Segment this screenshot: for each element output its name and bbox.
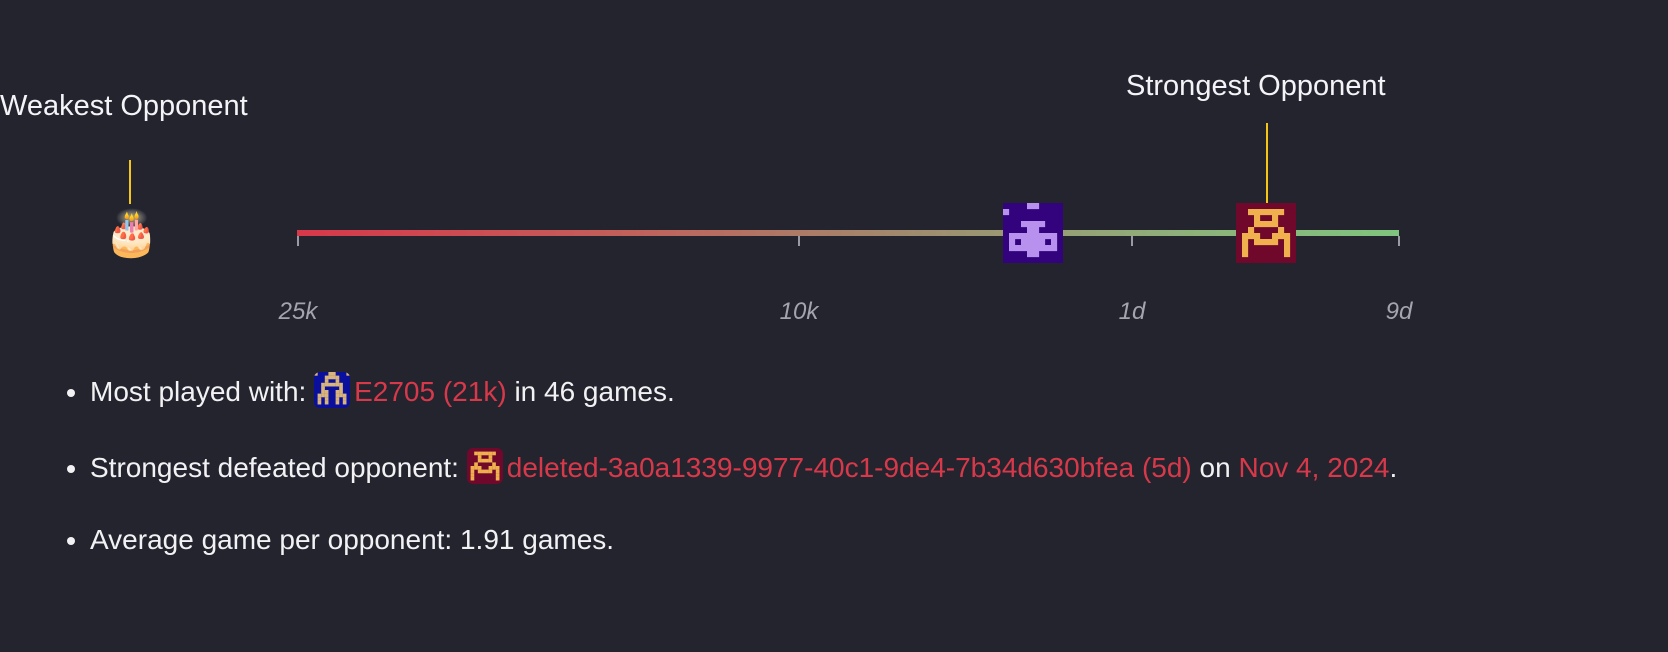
strongest-opponent-label: Strongest Opponent bbox=[1126, 70, 1386, 102]
tick-label: 10k bbox=[779, 298, 819, 325]
tick-25k bbox=[297, 236, 299, 246]
tick-9d bbox=[1398, 236, 1400, 246]
opponent-stats-list: Most played with: E2705 (21k) in 46 game… bbox=[62, 372, 1397, 596]
strongest-marker-line bbox=[1266, 123, 1268, 204]
weakest-marker-line bbox=[129, 160, 131, 204]
game-date-link[interactable]: Nov 4, 2024 bbox=[1238, 452, 1390, 483]
rank-axis bbox=[297, 230, 1399, 236]
birthday-cake-icon[interactable]: 🎂 bbox=[104, 209, 159, 258]
tick-10k bbox=[798, 236, 800, 246]
most-played-item: Most played with: E2705 (21k) in 46 game… bbox=[90, 372, 1397, 408]
most-played-suffix: in 46 games. bbox=[514, 376, 675, 407]
tick-label: 25k bbox=[278, 298, 318, 325]
most-played-opponent-link[interactable]: E2705 (21k) bbox=[354, 376, 507, 407]
tick-label: 1d bbox=[1118, 298, 1146, 325]
tick-label: 9d bbox=[1385, 298, 1413, 325]
opponent-avatar-strongest[interactable] bbox=[1236, 203, 1296, 263]
tick-1d bbox=[1131, 236, 1133, 246]
strongest-defeated-prefix: Strongest defeated opponent: bbox=[90, 452, 459, 483]
average-games-item: Average game per opponent: 1.91 games. bbox=[90, 524, 1397, 556]
strongest-defeated-item: Strongest defeated opponent: deleted-3a0… bbox=[90, 448, 1397, 484]
period: . bbox=[1389, 452, 1398, 483]
strongest-defeated-opponent-link[interactable]: deleted-3a0a1339-9977-40c1-9de4-7b34d630… bbox=[506, 452, 1192, 483]
opponent-avatar-purple[interactable] bbox=[1003, 203, 1063, 263]
weakest-opponent-label: Weakest Opponent bbox=[0, 90, 248, 122]
most-played-prefix: Most played with: bbox=[90, 376, 307, 407]
on-text: on bbox=[1199, 452, 1231, 483]
average-games-text: Average game per opponent: 1.91 games. bbox=[90, 524, 615, 555]
e2705-avatar[interactable] bbox=[314, 372, 351, 408]
deleted-opponent-avatar[interactable] bbox=[466, 448, 503, 484]
